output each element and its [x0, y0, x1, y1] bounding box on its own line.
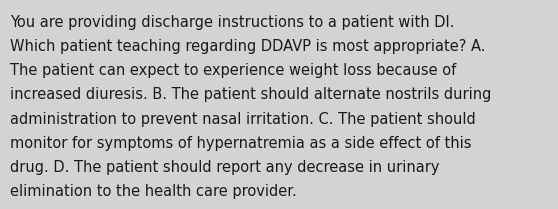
Text: monitor for symptoms of hypernatremia as a side effect of this: monitor for symptoms of hypernatremia as…	[10, 136, 472, 151]
Text: administration to prevent nasal irritation. C. The patient should: administration to prevent nasal irritati…	[10, 112, 476, 127]
Text: increased diuresis. B. The patient should alternate nostrils during: increased diuresis. B. The patient shoul…	[10, 87, 492, 102]
Text: The patient can expect to experience weight loss because of: The patient can expect to experience wei…	[10, 63, 456, 78]
Text: elimination to the health care provider.: elimination to the health care provider.	[10, 184, 297, 199]
Text: Which patient teaching regarding DDAVP is most appropriate? A.: Which patient teaching regarding DDAVP i…	[10, 39, 485, 54]
Text: drug. D. The patient should report any decrease in urinary: drug. D. The patient should report any d…	[10, 160, 440, 175]
Text: You are providing discharge instructions to a patient with DI.: You are providing discharge instructions…	[10, 15, 455, 30]
